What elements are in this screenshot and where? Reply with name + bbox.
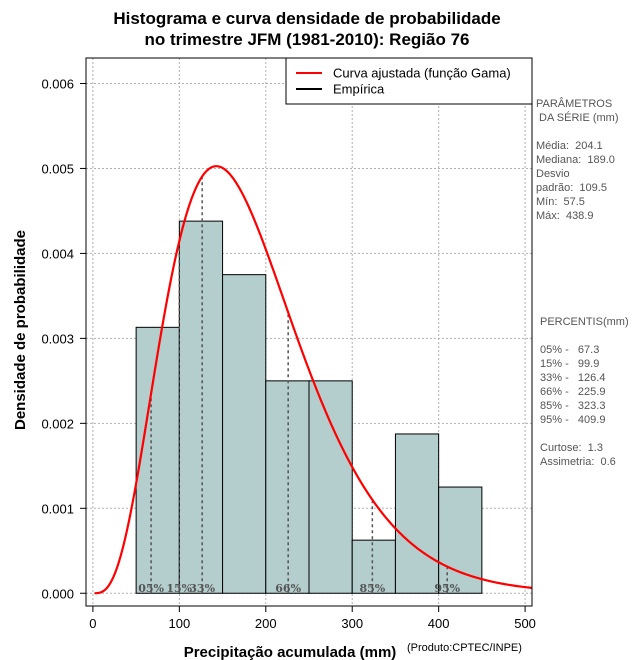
percentis-line-1: PERCENTIS(mm) [540,316,629,328]
histogram-bar-2 [178,220,224,594]
percentis-line-11: Assimetria: 0.6 [540,456,616,468]
y-tick-label-6: 0.006 [41,76,74,91]
percentis-line-5: 33% - 126.4 [540,372,606,384]
percentile-label-33: 33% [189,582,215,595]
product-credit: (Produto:CPTEC/INPE) [407,642,522,654]
percentile-label-15: 15% [166,582,192,595]
y-tick-label-2: 0.002 [41,416,74,431]
params-line-9: Máx: 438.9 [536,210,594,222]
params-line-8: Mín: 57.5 [536,196,585,208]
percentis-line-3: 05% - 67.3 [540,344,600,356]
x-axis-title: Precipitação acumulada (mm) [184,644,397,660]
y-axis-title: Densidade de probabilidade [12,230,29,430]
percentis-line-8: 95% - 409.9 [540,414,606,426]
params-line-2: DA SÉRIE (mm) [536,112,619,124]
y-tick-label-4: 0.004 [41,246,74,261]
legend-label-1: Curva ajustada (função Gama) [333,66,511,81]
percentile-label-95: 95% [434,582,460,595]
histogram-bar-7 [394,433,440,594]
percentiles-panel: PERCENTIS(mm) 05% - 67.3 15% - 99.9 33% - 1… [540,315,629,469]
x-tick-label-3: 300 [341,616,363,631]
legend-label-2: Empírica [333,82,385,97]
histogram-bar-3 [222,274,267,594]
chart-title-line-1: Histograma e curva densidade de probabil… [113,9,500,28]
percentis-line-2 [540,329,629,343]
params-line-6: Desvio [536,168,570,180]
x-tick-label-1: 100 [168,616,190,631]
percentis-line-4: 15% - 99.9 [540,358,600,370]
chart-title-line-2: no trimestre JFM (1981-2010): Região 76 [144,30,469,49]
percentis-line-9 [540,427,629,441]
histogram-bar-1 [135,326,180,594]
histogram-bar-8 [438,486,483,594]
y-tick-label-0: 0.000 [41,586,74,601]
legend: Curva ajustada (função Gama)Empírica [285,57,533,105]
x-tick-label-0: 0 [89,616,96,631]
histogram-bar-5 [308,380,353,594]
gamma-fit-curve [94,165,533,595]
x-tick-label-4: 400 [428,616,450,631]
x-tick-label-5: 500 [514,616,536,631]
y-tick-label-1: 0.001 [41,501,74,516]
params-line-7: padrão: 109.5 [536,182,607,194]
percentis-line-10: Curtose: 1.3 [540,442,603,454]
percentile-label-85: 85% [359,582,385,595]
percentis-line-6: 66% - 225.9 [540,386,606,398]
y-tick-label-3: 0.003 [41,331,74,346]
x-tick-label-2: 200 [255,616,277,631]
series-parameters-panel: PARÂMETROS DA SÉRIE (mm) Média: 204.1 Medi… [536,97,619,223]
params-line-3 [536,125,619,139]
percentile-label-66: 66% [275,582,301,595]
percentis-line-7: 85% - 323.3 [540,400,606,412]
legend-box [285,57,533,105]
percentile-label-05: 05% [138,582,164,595]
params-line-1: PARÂMETROS [536,98,613,110]
histogram-bar-4 [265,380,310,594]
params-line-4: Média: 204.1 [536,140,603,152]
y-tick-label-5: 0.005 [41,161,74,176]
params-line-5: Mediana: 189.0 [536,154,615,166]
